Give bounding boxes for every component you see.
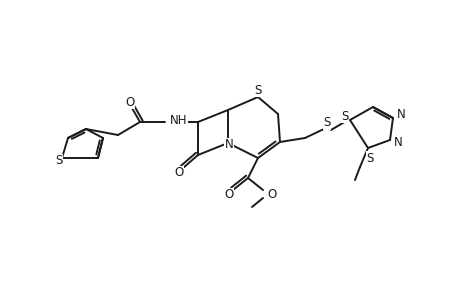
Text: O: O [125,95,134,109]
Text: N: N [396,109,404,122]
Text: O: O [174,167,183,179]
Text: NH: NH [170,115,187,128]
Text: S: S [365,152,373,164]
Text: S: S [323,116,330,130]
Text: N: N [224,139,233,152]
Text: S: S [341,110,348,122]
Text: N: N [393,136,402,149]
Text: O: O [266,188,276,200]
Text: S: S [55,154,62,167]
Text: S: S [254,83,261,97]
Text: O: O [224,188,233,202]
